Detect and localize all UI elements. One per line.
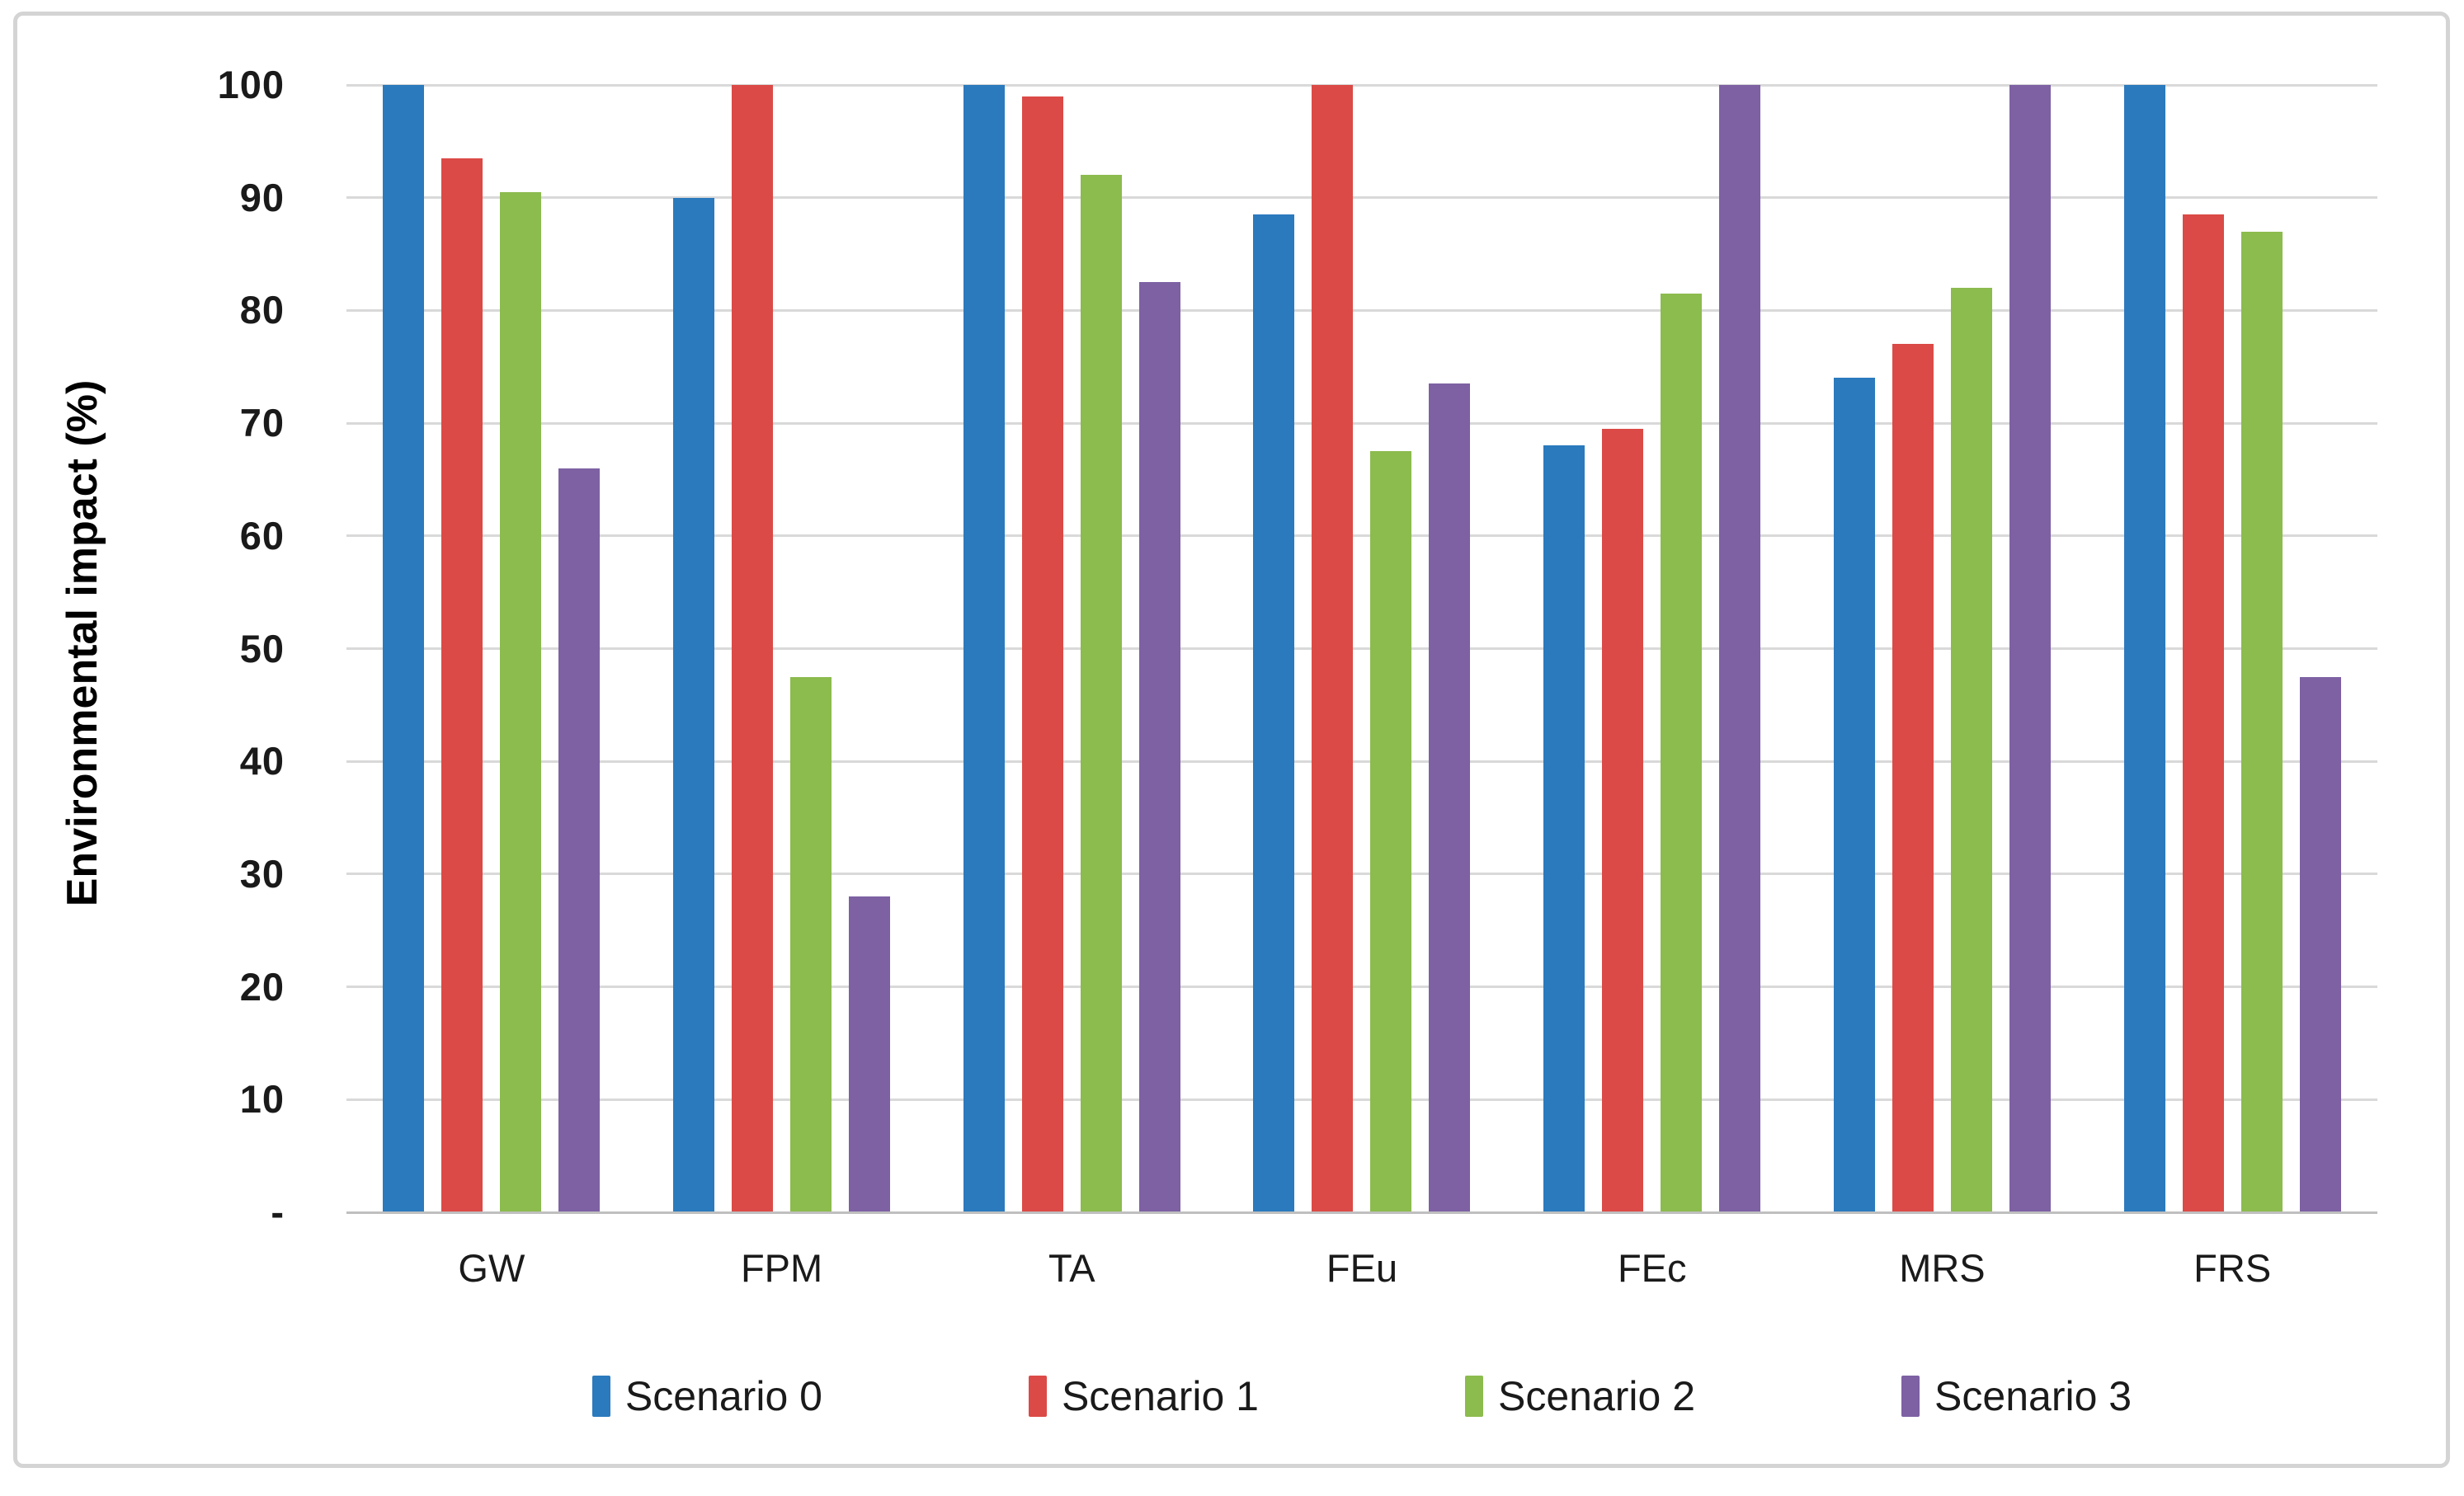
legend-swatch-icon [1465, 1376, 1483, 1417]
legend-item-scenario-2: Scenario 2 [1465, 1372, 1695, 1420]
bar-TA-scenario-2 [1080, 175, 1122, 1212]
y-tick-label-10: 10 [239, 1077, 285, 1122]
bar-FPM-scenario-1 [732, 85, 774, 1212]
y-tick-label-90: 90 [239, 175, 285, 219]
bar-MRS-scenario-0 [1833, 378, 1875, 1212]
y-tick-label-80: 80 [239, 288, 285, 332]
gridline-20 [346, 986, 2377, 989]
y-tick-label-20: 20 [239, 964, 285, 1009]
chart-plot-area [346, 83, 2377, 1214]
bar-TA-scenario-0 [963, 85, 1005, 1212]
x-category-label-MRS: MRS [1899, 1246, 1986, 1290]
bar-FEu-scenario-2 [1370, 451, 1412, 1212]
bar-FEc-scenario-1 [1602, 428, 1644, 1212]
x-category-label-GW: GW [458, 1246, 525, 1290]
bar-GW-scenario-1 [441, 158, 483, 1212]
bar-FRS-scenario-1 [2182, 214, 2224, 1212]
chart-legend: Scenario 0 Scenario 1 Scenario 2 Scenario 3 [346, 1359, 2377, 1433]
x-axis-category-labels: GW FPM TA FEu FEc MRS FRS [346, 1244, 2377, 1293]
bar-group-FEc [1507, 85, 1797, 1212]
y-tick-label-100: 100 [217, 63, 285, 106]
legend-label: Scenario 0 [624, 1373, 822, 1419]
bar-FRS-scenario-0 [2123, 85, 2165, 1212]
bar-group-FEu [1217, 85, 1507, 1212]
legend-swatch-icon [1028, 1376, 1047, 1417]
y-tick-label-40: 40 [239, 739, 285, 783]
gridline-50 [346, 647, 2377, 650]
bar-FEc-scenario-3 [1719, 85, 1761, 1212]
bar-FEu-scenario-0 [1253, 214, 1295, 1212]
gridline-10 [346, 1098, 2377, 1101]
gridline-100 [346, 83, 2377, 87]
bar-group-TA [926, 85, 1217, 1212]
legend-item-scenario-3: Scenario 3 [1901, 1372, 2132, 1420]
gridline-70 [346, 421, 2377, 425]
y-tick-label-50: 50 [239, 626, 285, 670]
bar-group-MRS [1797, 85, 2088, 1212]
bar-group-FRS [2087, 85, 2377, 1212]
gridline-30 [346, 873, 2377, 876]
legend-swatch-icon [1901, 1376, 1920, 1417]
bar-FEu-scenario-1 [1312, 85, 1354, 1212]
bar-GW-scenario-0 [383, 85, 425, 1212]
x-axis-line [346, 1211, 2377, 1214]
gridline-80 [346, 308, 2377, 312]
bar-MRS-scenario-2 [1950, 288, 1992, 1212]
bar-FPM-scenario-3 [849, 896, 891, 1212]
bar-group-FPM [637, 85, 927, 1212]
gridline-40 [346, 760, 2377, 763]
legend-label: Scenario 2 [1498, 1373, 1696, 1419]
bar-FEu-scenario-3 [1429, 383, 1471, 1212]
bar-FPM-scenario-2 [790, 676, 832, 1212]
legend-swatch-icon [591, 1376, 610, 1417]
y-tick-label-70: 70 [239, 401, 285, 445]
y-tick-label-30: 30 [239, 851, 285, 896]
bar-GW-scenario-3 [558, 468, 601, 1212]
legend-item-scenario-1: Scenario 1 [1028, 1372, 1259, 1420]
x-category-label-FEu: FEu [1326, 1246, 1398, 1290]
bar-FRS-scenario-3 [2299, 676, 2341, 1212]
y-tick-label-60: 60 [239, 513, 285, 557]
y-tick-label--: - [271, 1190, 285, 1234]
gridline-90 [346, 196, 2377, 200]
gridline-60 [346, 534, 2377, 538]
x-category-label-FEc: FEc [1617, 1246, 1687, 1290]
bar-FPM-scenario-0 [673, 197, 715, 1212]
bar-GW-scenario-2 [500, 191, 542, 1212]
legend-label: Scenario 1 [1061, 1373, 1259, 1419]
bar-MRS-scenario-3 [2009, 85, 2051, 1212]
bar-group-GW [346, 85, 637, 1212]
legend-item-scenario-0: Scenario 0 [591, 1372, 822, 1420]
x-category-label-FPM: FPM [740, 1246, 823, 1290]
x-category-label-TA: TA [1048, 1246, 1095, 1290]
bar-MRS-scenario-1 [1892, 344, 1934, 1212]
bar-FEc-scenario-2 [1661, 293, 1703, 1212]
x-category-label-FRS: FRS [2193, 1246, 2272, 1290]
bar-FEc-scenario-0 [1543, 445, 1585, 1212]
bar-TA-scenario-1 [1021, 96, 1063, 1212]
bar-TA-scenario-3 [1138, 282, 1180, 1212]
bar-FRS-scenario-2 [2240, 231, 2283, 1212]
legend-label: Scenario 3 [1934, 1373, 2132, 1419]
